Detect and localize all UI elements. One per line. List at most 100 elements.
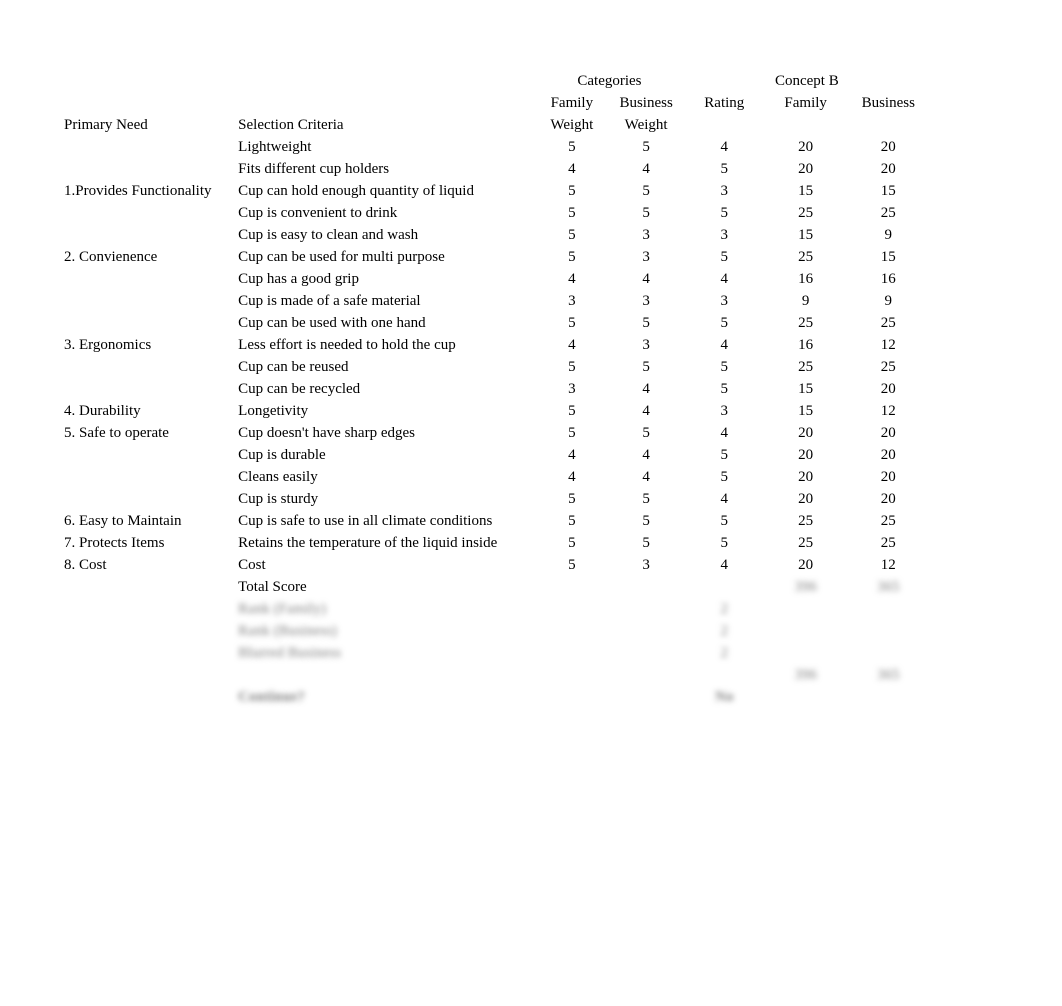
blank-cell [60, 664, 234, 686]
rating-cell: 4 [684, 268, 765, 290]
business-weight-cell: 5 [609, 136, 684, 158]
rank-family-row: Rank (Family) 2 [60, 598, 930, 620]
blank-cell [765, 620, 847, 642]
primary-need-cell [60, 444, 234, 466]
family-score-cell: 25 [765, 510, 847, 532]
primary-need-cell [60, 312, 234, 334]
rank-business-label: Rank (Business) [234, 620, 535, 642]
business-score-cell: 20 [846, 136, 930, 158]
family-weight-cell: 5 [535, 532, 608, 554]
criteria-cell: Cup doesn't have sharp edges [234, 422, 535, 444]
family-weight-cell: 3 [535, 290, 608, 312]
business-score-cell: 16 [846, 268, 930, 290]
rating-cell: 4 [684, 422, 765, 444]
business-weight-cell: 4 [609, 400, 684, 422]
business-weight-cell: 4 [609, 378, 684, 400]
family-weight-cell: 3 [535, 378, 608, 400]
family-weight-header-2: Weight [535, 114, 608, 136]
blank-cell [846, 114, 930, 136]
business-weight-cell: 5 [609, 356, 684, 378]
business-score-cell: 20 [846, 158, 930, 180]
business-score-cell: 15 [846, 246, 930, 268]
blur-row-3: Blurred Business 2 [60, 642, 930, 664]
continue-label: Continue? [234, 686, 535, 708]
rating-cell: 3 [684, 290, 765, 312]
continue-value: No [684, 686, 765, 708]
business-score-cell: 25 [846, 202, 930, 224]
rank-business-row: Rank (Business) 2 [60, 620, 930, 642]
rating-cell: 3 [684, 180, 765, 202]
rating-cell: 3 [684, 224, 765, 246]
blank-cell [846, 686, 930, 708]
primary-need-cell: 6. Easy to Maintain [60, 510, 234, 532]
table-row: Lightweight5542020 [60, 136, 930, 158]
concept-scoring-table: Categories Concept B Family Business Rat… [60, 70, 930, 708]
business-weight-cell: 5 [609, 510, 684, 532]
table-row: Cleans easily4452020 [60, 466, 930, 488]
criteria-cell: Cup can be used for multi purpose [234, 246, 535, 268]
rank-business-value: 2 [684, 620, 765, 642]
family-score-cell: 20 [765, 136, 847, 158]
rating-cell: 5 [684, 246, 765, 268]
blank-cell [234, 92, 535, 114]
table-row: Cup is made of a safe material33399 [60, 290, 930, 312]
business-score-cell: 15 [846, 180, 930, 202]
criteria-cell: Cup can hold enough quantity of liquid [234, 180, 535, 202]
blank-cell [609, 598, 684, 620]
business-weight-cell: 5 [609, 422, 684, 444]
family-weight-cell: 5 [535, 488, 608, 510]
business-score-cell: 20 [846, 422, 930, 444]
business-weight-cell: 3 [609, 290, 684, 312]
business-weight-cell: 5 [609, 180, 684, 202]
family-weight-header-1: Family [535, 92, 608, 114]
business-weight-cell: 3 [609, 246, 684, 268]
table-row: Cup is sturdy5542020 [60, 488, 930, 510]
business-weight-cell: 5 [609, 312, 684, 334]
rating-cell: 5 [684, 466, 765, 488]
business-score-cell: 12 [846, 400, 930, 422]
primary-need-cell: 1.Provides Functionality [60, 180, 234, 202]
primary-need-cell: 3. Ergonomics [60, 334, 234, 356]
business-score-cell: 9 [846, 290, 930, 312]
primary-need-cell: 8. Cost [60, 554, 234, 576]
blank-cell [234, 664, 535, 686]
family-score-cell: 25 [765, 532, 847, 554]
blank-cell [765, 598, 847, 620]
rank-family-label: Rank (Family) [234, 598, 535, 620]
table-row: 6. Easy to MaintainCup is safe to use in… [60, 510, 930, 532]
business-score-cell: 20 [846, 466, 930, 488]
criteria-cell: Less effort is needed to hold the cup [234, 334, 535, 356]
rating-cell: 5 [684, 444, 765, 466]
business-header: Business [846, 92, 930, 114]
family-weight-cell: 5 [535, 312, 608, 334]
family-score-cell: 15 [765, 180, 847, 202]
business-score-cell: 25 [846, 356, 930, 378]
family-weight-cell: 5 [535, 180, 608, 202]
primary-need-cell [60, 488, 234, 510]
family-weight-cell: 5 [535, 136, 608, 158]
blank-cell [60, 620, 234, 642]
table-row: Cup can be used with one hand5552525 [60, 312, 930, 334]
blank-cell [234, 70, 535, 92]
rank-family-value: 2 [684, 598, 765, 620]
primary-need-cell: 2. Convienence [60, 246, 234, 268]
business-weight-cell: 4 [609, 268, 684, 290]
blank-cell [609, 664, 684, 686]
blank-cell [609, 642, 684, 664]
family-weight-cell: 5 [535, 246, 608, 268]
total-score-family: 396 [765, 576, 847, 598]
table-row: Cup is durable4452020 [60, 444, 930, 466]
business-score-cell: 25 [846, 510, 930, 532]
blank-cell [60, 686, 234, 708]
family-weight-cell: 5 [535, 510, 608, 532]
continue-row: Continue? No [60, 686, 930, 708]
blank-cell [535, 576, 608, 598]
criteria-cell: Cup is convenient to drink [234, 202, 535, 224]
table-row: Fits different cup holders4452020 [60, 158, 930, 180]
family-score-cell: 15 [765, 224, 847, 246]
criteria-cell: Cup is made of a safe material [234, 290, 535, 312]
table-row: Cup is convenient to drink5552525 [60, 202, 930, 224]
rating-cell: 5 [684, 510, 765, 532]
criteria-cell: Cup is sturdy [234, 488, 535, 510]
rating-cell: 5 [684, 356, 765, 378]
